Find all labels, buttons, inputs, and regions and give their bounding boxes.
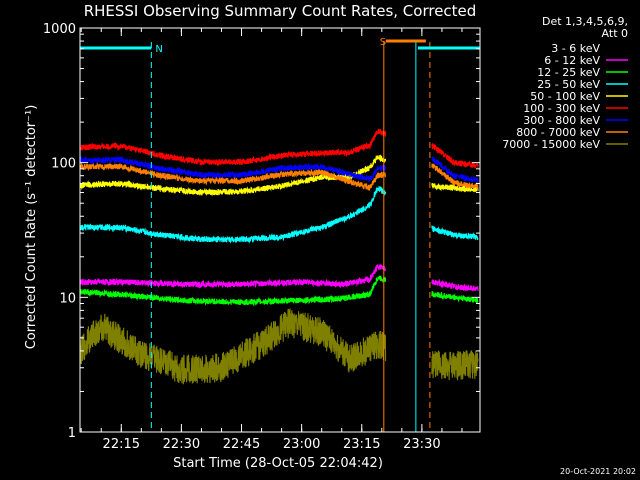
x-axis-label: Start Time (28-Oct-05 22:04:42) xyxy=(173,456,383,471)
x-tick-label-0: 22:15 xyxy=(103,437,140,452)
series-line-0 xyxy=(79,354,479,427)
legend-label-4: 50 - 100 keV xyxy=(530,90,600,103)
detector-info-line-2: Att 0 xyxy=(602,27,628,40)
series-line-5 xyxy=(79,128,479,169)
legend-label-0: 3 - 6 keV xyxy=(551,42,600,55)
series-line-3 xyxy=(79,186,479,244)
legend-label-3: 25 - 50 keV xyxy=(537,78,600,91)
series-line-1 xyxy=(79,263,479,292)
detector-info-line-1: Det 1,3,4,5,6,9, xyxy=(542,15,628,28)
y-tick-label-3: 1000 xyxy=(43,22,76,37)
x-tick-label-3: 23:00 xyxy=(283,437,320,452)
legend-label-2: 12 - 25 keV xyxy=(537,66,600,79)
series-line-6 xyxy=(79,155,479,184)
axis-layer: 1 10 100 1000 22:15 22:30 22:45 23:00 23:15 23:30 xyxy=(43,22,481,452)
series-line-8 xyxy=(79,308,479,385)
series-line-2 xyxy=(79,275,479,307)
legend-label-8: 7000 - 15000 keV xyxy=(502,138,600,151)
footer-date: 20-Oct-2021 20:02 xyxy=(560,467,636,476)
legend-label-1: 6 - 12 keV xyxy=(544,54,600,67)
legend-label-7: 800 - 7000 keV xyxy=(516,126,600,139)
flag-label-1: S xyxy=(380,37,386,48)
x-tick-label-1: 22:30 xyxy=(163,437,200,452)
x-tick-label-2: 22:45 xyxy=(223,437,260,452)
plot-frame xyxy=(79,27,481,433)
x-tick-label-5: 23:30 xyxy=(403,437,440,452)
flag-label-0: N xyxy=(155,44,162,55)
legend-label-6: 300 - 800 keV xyxy=(523,114,600,127)
y-tick-label-2: 100 xyxy=(51,157,76,172)
legend-label-5: 100 - 300 keV xyxy=(523,102,600,115)
x-tick-label-4: 23:15 xyxy=(343,437,380,452)
chart-title: RHESSI Observing Summary Count Rates, Co… xyxy=(84,2,477,20)
y-tick-label-0: 1 xyxy=(68,426,76,441)
series-line-7 xyxy=(79,161,479,191)
y-axis-label: Corrected Count Rate (s⁻¹ detector⁻¹) xyxy=(24,105,39,350)
y-tick-label-1: 10 xyxy=(59,291,76,306)
